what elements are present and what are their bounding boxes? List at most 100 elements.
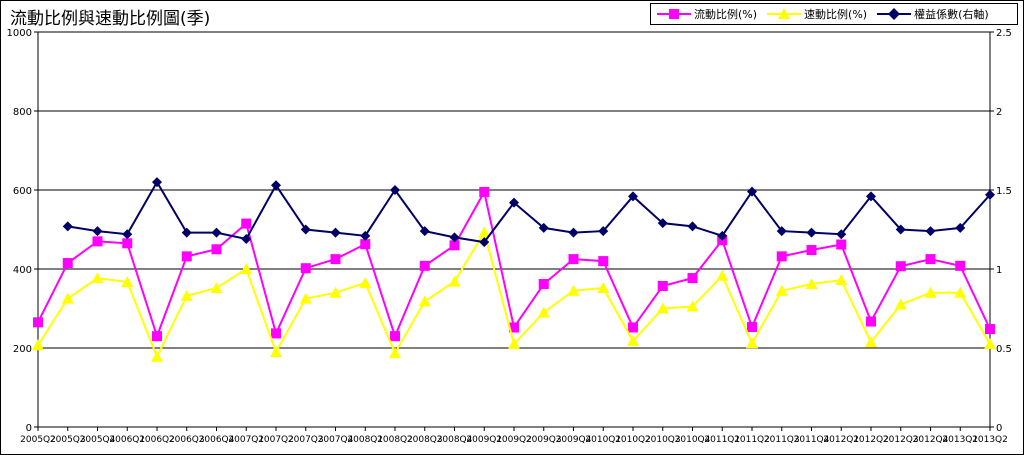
y-right-tick-label: 1 (996, 265, 1002, 276)
data-point-triangle (270, 345, 282, 357)
data-point-triangle (805, 278, 818, 290)
data-point-square (33, 317, 43, 328)
x-tick-label: 2012Q3 (883, 435, 919, 445)
data-point-triangle (746, 337, 758, 349)
data-point-triangle (686, 300, 699, 312)
data-point-diamond (598, 226, 609, 237)
data-point-diamond (717, 230, 728, 241)
data-point-triangle (508, 338, 520, 350)
data-point-diamond (479, 237, 490, 248)
y-right-tick-label: 2 (996, 107, 1002, 118)
data-point-triangle (775, 284, 788, 296)
data-point-square (390, 331, 400, 342)
data-point-diamond (122, 229, 133, 240)
plot-area-border (37, 31, 991, 428)
legend-item-quick-ratio: 速動比例(%) (767, 6, 867, 22)
x-tick-label: 2012Q4 (913, 435, 949, 445)
data-point-square (628, 322, 638, 333)
data-point-square (925, 254, 936, 265)
data-point-diamond (181, 227, 192, 238)
data-point-diamond (955, 222, 966, 233)
data-point-diamond (776, 226, 787, 237)
data-point-diamond (985, 189, 995, 200)
data-point-square (479, 186, 490, 197)
y-right-tick-label: 0.5 (996, 344, 1012, 355)
data-point-diamond (419, 226, 430, 237)
data-point-triangle (954, 286, 967, 298)
x-tick-label: 2010Q2 (615, 435, 651, 445)
series-line-1 (37, 229, 991, 360)
x-tick-label: 2009Q1 (466, 435, 502, 445)
data-point-triangle (240, 263, 253, 274)
x-tick-label: 2006Q3 (169, 435, 205, 445)
grid-lines (38, 110, 990, 349)
data-point-square (449, 240, 460, 251)
chart-title: 流動比例與速動比例圖(季) (10, 9, 211, 29)
data-point-triangle (656, 302, 669, 314)
data-point-diamond (687, 221, 698, 232)
x-tick-label: 2010Q1 (585, 435, 621, 445)
data-point-square (866, 316, 876, 327)
data-point-triangle (537, 306, 550, 318)
x-tick-label: 2009Q4 (556, 435, 592, 445)
y-axis-right: 0 0.5 1 1.5 2 2.5 (990, 28, 1012, 434)
x-tick-label: 2010Q3 (645, 435, 681, 445)
y-left-tick-label: 400 (13, 265, 32, 276)
data-point-triangle (91, 272, 104, 284)
x-tick-label: 2009Q2 (496, 435, 532, 445)
data-point-square (122, 238, 133, 249)
legend-swatch-quick-ratio (767, 8, 802, 19)
x-tick-label: 2008Q2 (377, 435, 413, 445)
data-point-diamond (657, 218, 668, 229)
data-point-diamond (211, 227, 222, 238)
data-point-triangle (478, 226, 491, 238)
data-point-diamond (866, 191, 876, 202)
data-point-triangle (835, 274, 848, 286)
x-tick-label: 2008Q3 (407, 435, 443, 445)
y-right-tick-label: 1.5 (996, 186, 1012, 197)
data-point-triangle (121, 276, 134, 288)
y-axis-left: 0 200 400 600 800 1000 (7, 28, 38, 434)
x-tick-label: 2011Q2 (734, 435, 770, 445)
data-point-diamond (509, 197, 519, 208)
data-point-diamond (538, 222, 549, 233)
data-point-square (568, 254, 579, 265)
data-point-square (776, 251, 787, 262)
legend-item-equity-multiplier: 權益係數(右軸) (877, 6, 989, 22)
data-point-triangle (61, 292, 74, 304)
legend-label-current-ratio: 流動比例(%) (694, 8, 758, 21)
data-point-square (598, 256, 609, 267)
data-point-square (836, 239, 847, 250)
data-point-square (330, 254, 341, 265)
y-left-tick-label: 200 (13, 344, 32, 355)
x-tick-label: 2008Q1 (347, 435, 383, 445)
legend-label-equity-multiplier: 權益係數(右軸) (914, 8, 989, 21)
data-point-triangle (567, 284, 580, 296)
x-tick-label: 2007Q4 (318, 435, 354, 445)
x-tick-label: 2011Q4 (794, 435, 830, 445)
data-point-triangle (151, 350, 163, 362)
data-point-diamond (747, 186, 757, 197)
x-tick-label: 2012Q1 (823, 435, 859, 445)
data-point-square (181, 251, 192, 262)
data-point-square (687, 273, 698, 284)
data-point-diamond (568, 227, 579, 238)
x-tick-label: 2006Q4 (199, 435, 235, 445)
data-point-triangle (865, 336, 877, 348)
data-point-square (241, 218, 252, 229)
x-tick-label: 2010Q4 (675, 435, 711, 445)
x-tick-label: 2005Q3 (50, 435, 86, 445)
x-axis: 2005Q22005Q32005Q42006Q12006Q22006Q32006… (20, 427, 1008, 445)
data-point-square (806, 245, 817, 256)
data-point-diamond (360, 230, 371, 241)
x-tick-label: 2012Q2 (853, 435, 889, 445)
legend-swatch-current-ratio (657, 9, 691, 19)
data-point-square (657, 280, 668, 291)
data-point-diamond (449, 232, 460, 243)
legend: 流動比例(%) 速動比例(%) 權益係數(右軸) (650, 3, 1018, 25)
series-group (32, 177, 996, 362)
data-point-square (360, 239, 371, 250)
x-tick-label: 2007Q1 (228, 435, 264, 445)
data-point-diamond (390, 185, 400, 195)
